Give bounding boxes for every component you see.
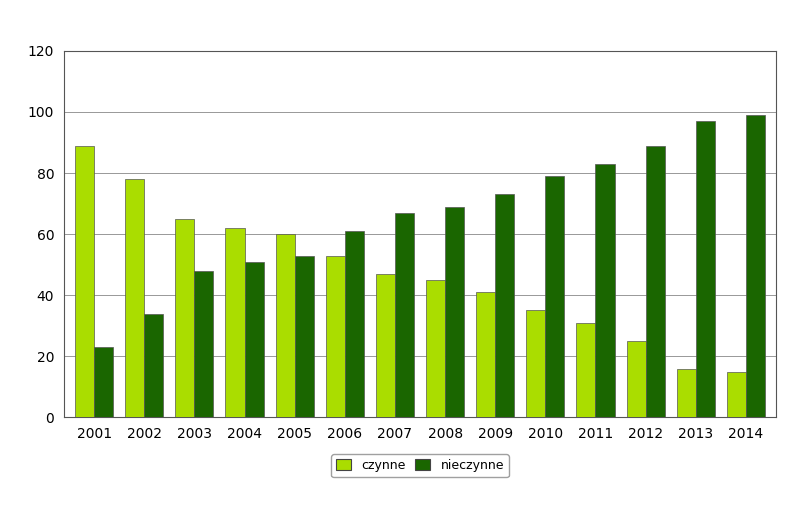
- Bar: [345, 231, 364, 417]
- Bar: [75, 146, 94, 417]
- Bar: [595, 164, 614, 417]
- Bar: [526, 310, 546, 417]
- Bar: [445, 207, 464, 417]
- Bar: [175, 219, 194, 417]
- Bar: [326, 256, 345, 417]
- Bar: [546, 176, 565, 417]
- Bar: [94, 347, 113, 417]
- Bar: [426, 280, 445, 417]
- Bar: [144, 314, 163, 417]
- Bar: [226, 228, 245, 417]
- Bar: [194, 271, 214, 417]
- Bar: [294, 256, 314, 417]
- Bar: [646, 146, 665, 417]
- Bar: [395, 213, 414, 417]
- Bar: [677, 369, 696, 417]
- Bar: [245, 262, 263, 417]
- Bar: [577, 323, 595, 417]
- Legend: czynne, nieczynne: czynne, nieczynne: [331, 454, 509, 477]
- Bar: [275, 234, 294, 417]
- Bar: [727, 372, 746, 417]
- Bar: [476, 292, 495, 417]
- Bar: [376, 274, 395, 417]
- Bar: [125, 179, 144, 417]
- Bar: [626, 341, 646, 417]
- Bar: [495, 194, 514, 417]
- Bar: [746, 115, 765, 417]
- Bar: [696, 121, 715, 417]
